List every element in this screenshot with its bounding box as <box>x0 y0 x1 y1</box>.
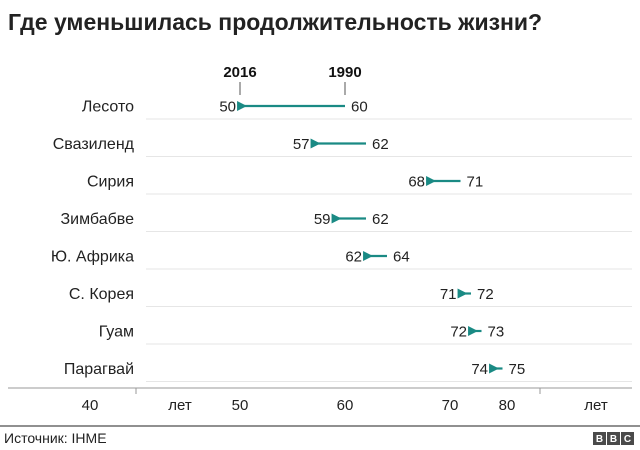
value-2016-label: 68 <box>408 174 425 191</box>
value-2016-label: 74 <box>471 361 488 378</box>
value-1990-label: 60 <box>351 99 368 116</box>
x-axis-unit-label: лет <box>168 397 192 414</box>
year-header-1990-label: 1990 <box>328 64 361 81</box>
source-note: Источник: IHME <box>4 430 107 446</box>
country-row: Гуам 72 73 <box>99 324 632 345</box>
country-label: Гуам <box>99 324 134 341</box>
value-1990-label: 64 <box>393 249 410 266</box>
country-row: Свазиленд 57 62 <box>53 136 632 157</box>
country-label: Сирия <box>87 174 134 191</box>
bbc-logo-letter: C <box>624 434 631 445</box>
country-row: С. Корея 71 72 <box>69 286 632 307</box>
value-1990-label: 72 <box>477 286 494 303</box>
x-tick-label: 60 <box>337 397 354 414</box>
country-label: Зимбабве <box>61 211 135 228</box>
value-1990-label: 73 <box>488 324 505 341</box>
value-2016-label: 71 <box>440 286 457 303</box>
country-row: Ю. Африка 62 64 <box>51 249 632 270</box>
country-label: Лесото <box>82 99 134 116</box>
bbc-logo: B B C <box>593 432 634 445</box>
country-label: Свазиленд <box>53 136 135 153</box>
value-2016-label: 72 <box>450 324 467 341</box>
year-header-1990: 1990 <box>328 64 362 95</box>
value-2016-label: 57 <box>293 136 310 153</box>
bbc-logo-letter: B <box>596 434 603 445</box>
x-tick-label: 80 <box>499 397 516 414</box>
country-row: Сирия 68 71 <box>87 174 632 195</box>
country-row: Зимбабве 59 62 <box>61 211 632 232</box>
year-header-2016-label: 2016 <box>223 64 256 81</box>
country-rows: Лесото 50 60 Свазиленд 57 62 Сирия 68 71 Зимбабве… <box>51 99 632 382</box>
value-1990-label: 71 <box>467 174 484 191</box>
value-1990-label: 62 <box>372 211 389 228</box>
value-1990-label: 75 <box>509 361 526 378</box>
country-label: Парагвай <box>64 361 134 378</box>
country-label: Ю. Африка <box>51 249 134 266</box>
x-tick-label: 70 <box>442 397 459 414</box>
value-2016-label: 62 <box>345 249 362 266</box>
bbc-logo-block <box>621 432 634 445</box>
year-header-2016: 2016 <box>223 64 257 95</box>
bbc-logo-block <box>607 432 620 445</box>
bbc-logo-letter: B <box>610 434 617 445</box>
value-1990-label: 62 <box>372 136 389 153</box>
country-label: С. Корея <box>69 286 134 303</box>
x-tick-label: 50 <box>232 397 249 414</box>
value-2016-label: 50 <box>219 99 236 116</box>
x-axis-unit-label: лет <box>584 397 608 414</box>
x-tick-label: 40 <box>82 397 99 414</box>
x-axis: лет лет 40 50 60 70 80 <box>8 387 632 414</box>
value-2016-label: 59 <box>314 211 331 228</box>
chart-title: Где уменьшилась продолжительность жизни? <box>8 9 542 35</box>
country-row: Парагвай 74 75 <box>64 361 632 382</box>
bbc-logo-block <box>593 432 606 445</box>
country-row: Лесото 50 60 <box>82 99 632 120</box>
